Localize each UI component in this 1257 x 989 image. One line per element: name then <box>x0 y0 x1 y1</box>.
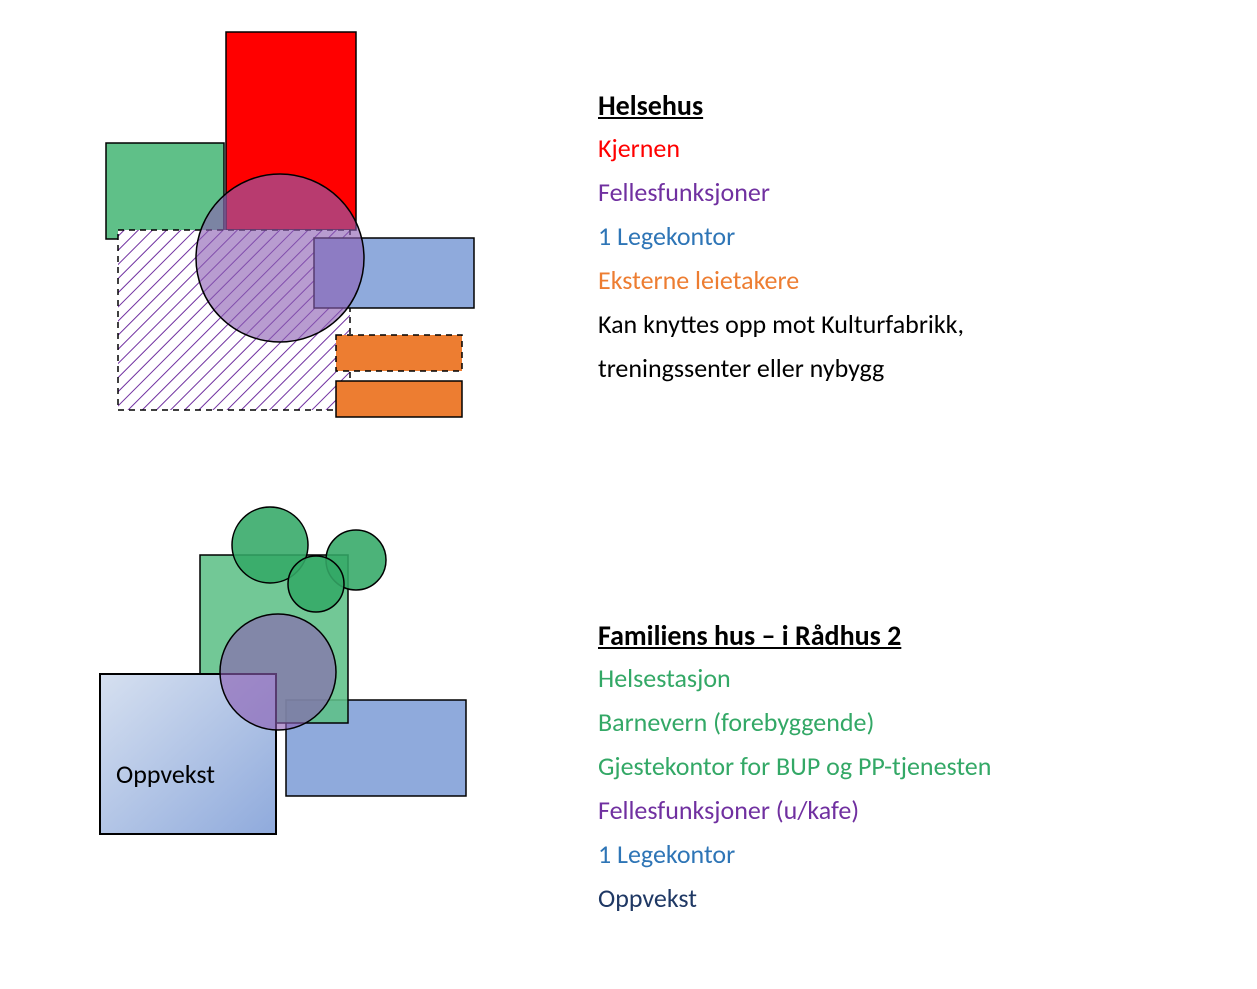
familienshus-item-5: Oppvekst <box>598 882 697 914</box>
helsehus-item-4: Kan knyttes opp mot Kulturfabrikk, <box>598 308 964 340</box>
familienshus-item-2: Gjestekontor for BUP og PP-tjenesten <box>598 750 991 782</box>
helsehus-item-1: Fellesfunksjoner <box>598 176 770 208</box>
familienshus-diagram <box>0 0 520 900</box>
helsehus-item-2: 1 Legekontor <box>598 220 735 252</box>
page-root: { "canvas": { "width": 1257, "height": 9… <box>0 0 1257 989</box>
familienshus-item-1: Barnevern (forebyggende) <box>598 706 874 738</box>
oppvekst-rect-label: Oppvekst <box>116 758 215 790</box>
familienshus-heading: Familiens hus – i Rådhus 2 <box>598 618 901 653</box>
familienshus-item-3: Fellesfunksjoner (u/kafe) <box>598 794 859 826</box>
helsehus-item-5: treningssenter eller nybygg <box>598 352 884 384</box>
helsehus-heading: Helsehus <box>598 88 703 123</box>
familienshus-item-4: 1 Legekontor <box>598 838 735 870</box>
helsehus-item-0: Kjernen <box>598 132 680 164</box>
familienshus-item-0: Helsestasjon <box>598 662 731 694</box>
shape-green-circle-mid <box>288 556 344 612</box>
shape-purple-circle-2 <box>220 614 336 730</box>
helsehus-item-3: Eksterne leietakere <box>598 264 799 296</box>
